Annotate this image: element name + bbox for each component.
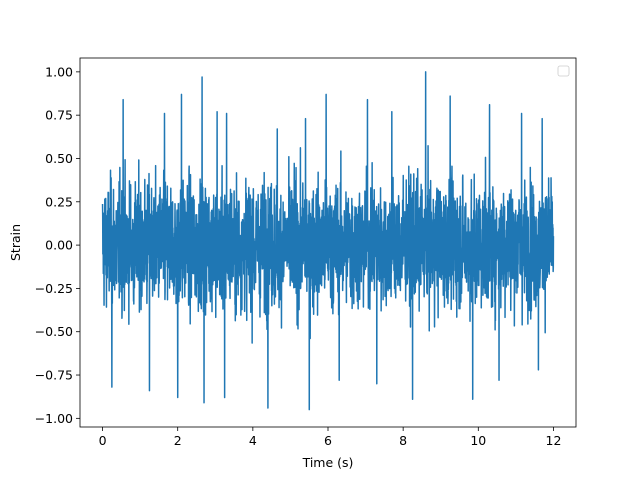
series-line — [101, 71, 555, 411]
x-tick-label: 8 — [399, 433, 407, 448]
x-tick-label: 12 — [546, 433, 562, 448]
y-tick-label: −1.00 — [35, 411, 73, 426]
y-tick-label: 0.00 — [45, 238, 73, 253]
x-tick-label: 0 — [99, 433, 107, 448]
y-tick-label: 1.00 — [45, 64, 73, 79]
y-axis-label: Strain — [8, 224, 23, 261]
legend-box[interactable] — [557, 65, 570, 77]
x-axis: 0 2 4 6 8 10 12 — [99, 427, 562, 448]
x-tick-label: 2 — [174, 433, 182, 448]
x-axis-label: Time (s) — [302, 455, 354, 470]
y-tick-label: −0.25 — [35, 281, 73, 296]
y-tick-label: −0.75 — [35, 368, 73, 383]
y-tick-label: −0.50 — [35, 324, 73, 339]
y-tick-label: 0.25 — [45, 194, 73, 209]
series-layer — [101, 71, 555, 411]
x-tick-label: 10 — [470, 433, 486, 448]
plot-frame — [79, 57, 577, 428]
x-tick-label: 4 — [249, 433, 257, 448]
x-tick-label: 6 — [324, 433, 332, 448]
y-tick-label: 0.75 — [45, 108, 73, 123]
y-tick-label: 0.50 — [45, 151, 73, 166]
y-axis: −1.00 −0.75 −0.50 −0.25 0.00 0.25 0.50 0.75 1.00 — [35, 64, 80, 426]
